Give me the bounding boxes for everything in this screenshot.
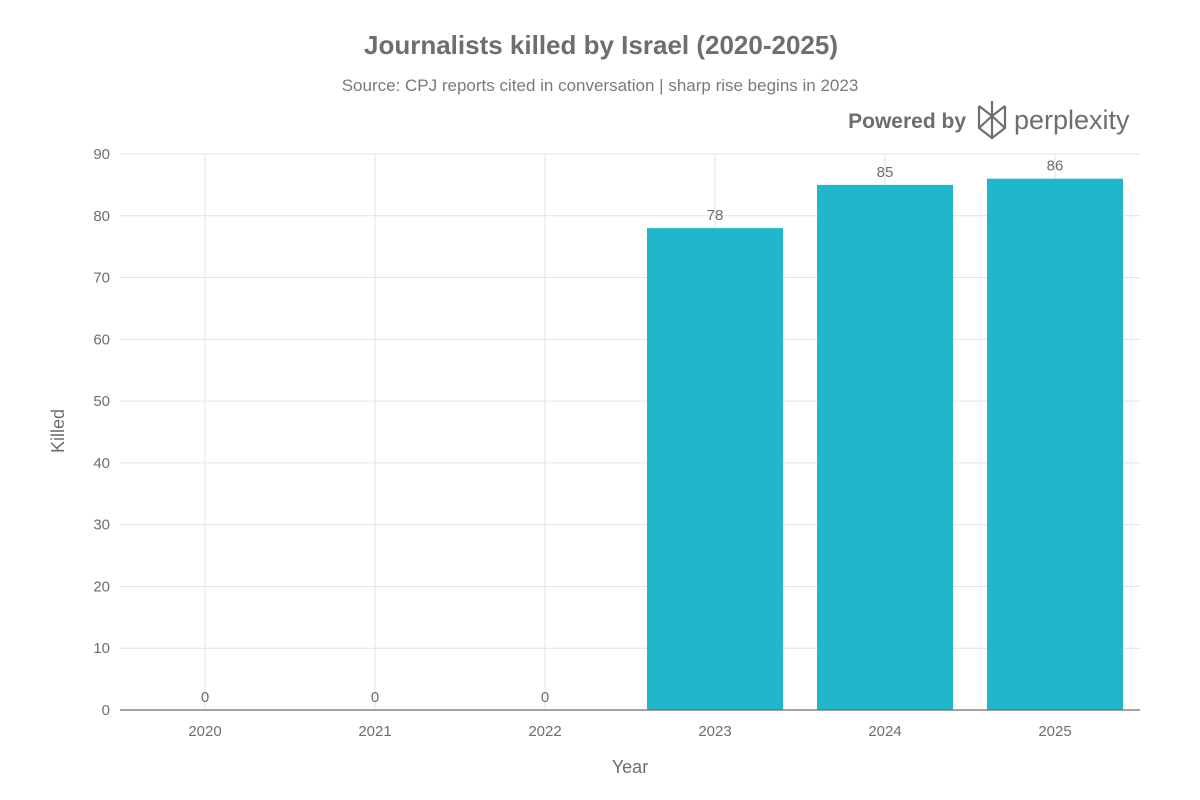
brand-name-label: perplexity bbox=[1014, 105, 1130, 135]
y-tick-label: 0 bbox=[102, 702, 110, 719]
x-tick-label: 2023 bbox=[698, 723, 731, 740]
y-tick-label: 10 bbox=[93, 640, 110, 657]
y-tick-label: 50 bbox=[93, 393, 110, 410]
y-axis-title: Killed bbox=[48, 409, 68, 453]
y-tick-label: 80 bbox=[93, 208, 110, 225]
x-tick-label: 2025 bbox=[1038, 723, 1071, 740]
y-tick-label: 30 bbox=[93, 517, 110, 534]
y-tick-label: 60 bbox=[93, 331, 110, 348]
data-label-2020: 0 bbox=[201, 689, 209, 706]
bars bbox=[647, 178, 1123, 710]
y-tick-label: 20 bbox=[93, 578, 110, 595]
data-label-2024: 85 bbox=[877, 164, 894, 181]
x-tick-label: 2024 bbox=[868, 723, 901, 740]
x-tick-label: 2021 bbox=[358, 723, 391, 740]
data-label-2022: 0 bbox=[541, 689, 549, 706]
x-tick-label: 2022 bbox=[528, 723, 561, 740]
x-axis-title: Year bbox=[612, 757, 648, 777]
y-tick-label: 70 bbox=[93, 270, 110, 287]
perplexity-logo-icon bbox=[977, 101, 1007, 140]
data-label-2021: 0 bbox=[371, 689, 379, 706]
tick-labels: 0 10 20 30 40 50 60 70 80 90 2020 2021 2022 2023 2024 2… bbox=[93, 146, 1071, 740]
chart-subtitle: Source: CPJ reports cited in conversatio… bbox=[342, 76, 859, 95]
data-label-2023: 78 bbox=[707, 207, 724, 224]
bar-2023 bbox=[647, 228, 783, 710]
y-tick-label: 90 bbox=[93, 146, 110, 163]
bar-2024 bbox=[817, 184, 953, 710]
powered-by-label: Powered by bbox=[848, 110, 966, 133]
data-labels: 0 0 0 78 85 86 bbox=[120, 158, 1140, 711]
data-label-2025: 86 bbox=[1047, 158, 1064, 175]
bar-2025 bbox=[987, 178, 1123, 710]
brand-badge: Powered by perplexity bbox=[848, 101, 1130, 140]
y-tick-label: 40 bbox=[93, 455, 110, 472]
x-tick-label: 2020 bbox=[188, 723, 221, 740]
chart-title: Journalists killed by Israel (2020-2025) bbox=[364, 30, 838, 60]
